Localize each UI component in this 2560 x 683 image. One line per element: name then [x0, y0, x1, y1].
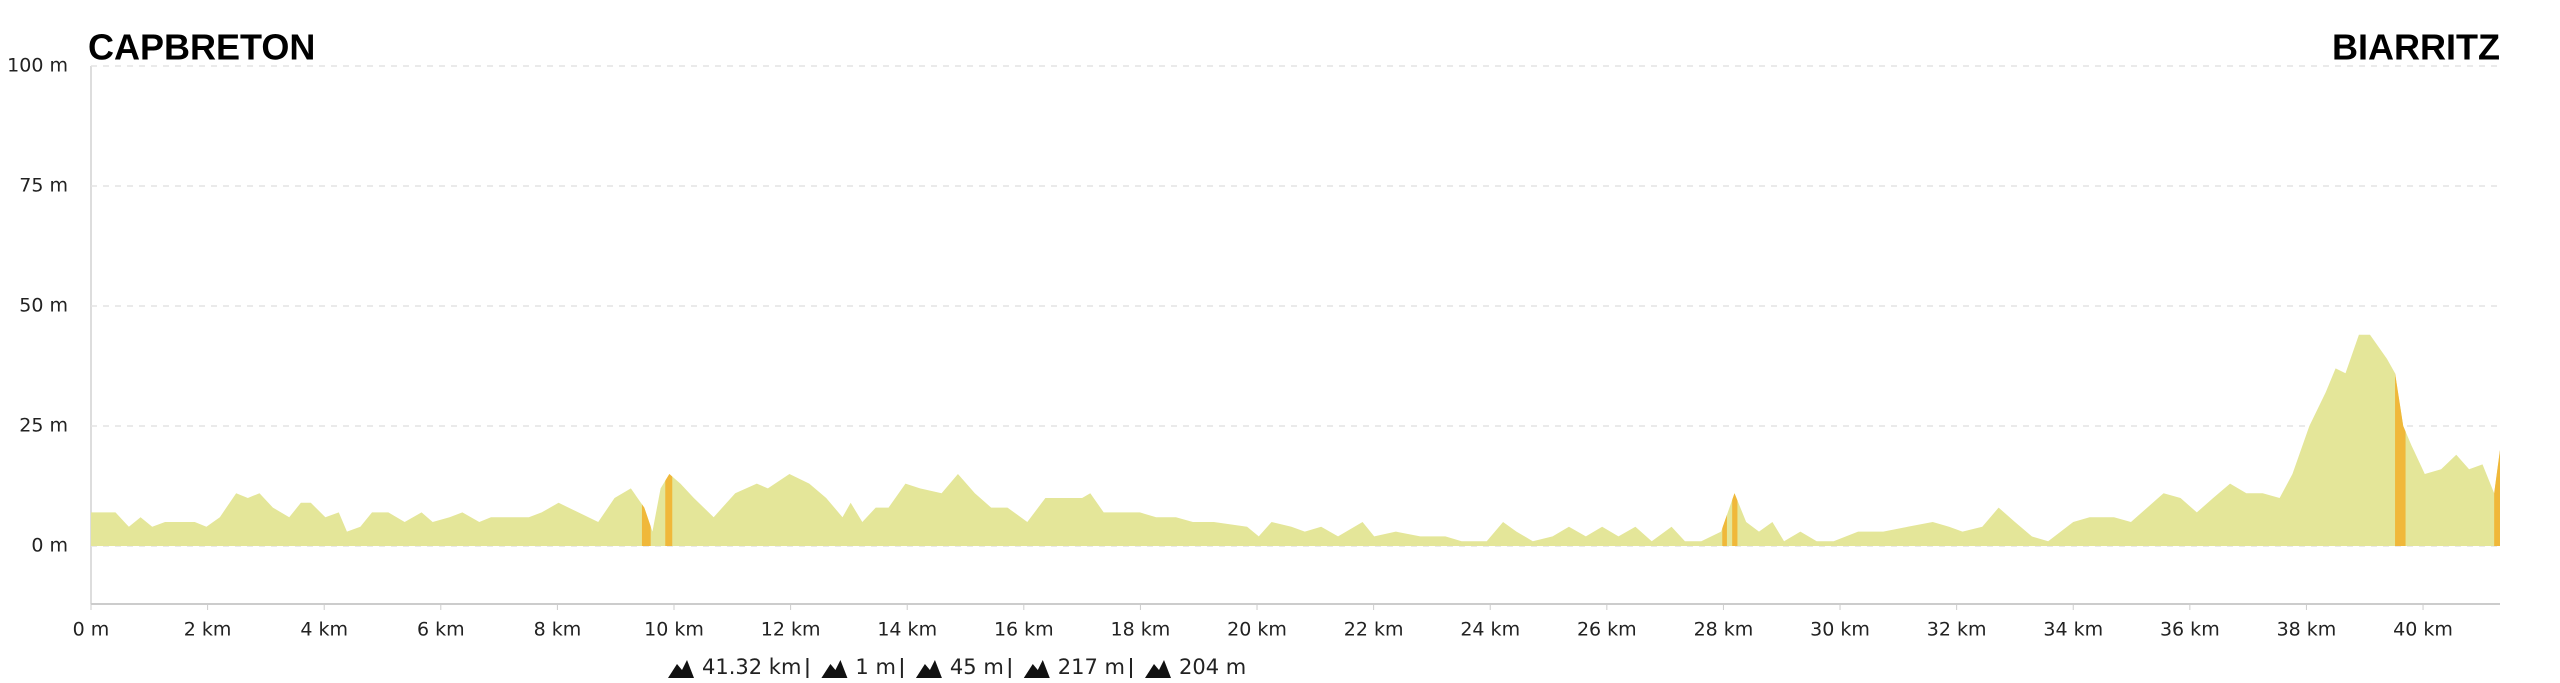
x-tick-label: 0 m — [73, 619, 110, 641]
x-tick-label: 12 km — [761, 619, 821, 641]
y-tick-label: 75 m — [19, 175, 68, 197]
stat-icon-shape — [821, 660, 848, 678]
stat-icon — [1145, 660, 1171, 678]
x-tick-label: 38 km — [2277, 619, 2337, 641]
y-tick-label: 50 m — [19, 295, 68, 317]
x-tick-label: 10 km — [644, 619, 704, 641]
x-tick-label: 6 km — [417, 619, 465, 641]
x-tick-label: 40 km — [2393, 619, 2453, 641]
stat-icon — [821, 660, 848, 678]
x-tick-label: 24 km — [1460, 619, 1520, 641]
stat-icon-shape — [1023, 660, 1050, 678]
x-tick-label: 28 km — [1694, 619, 1754, 641]
x-tick-label: 20 km — [1227, 619, 1287, 641]
x-tick-label: 8 km — [534, 619, 582, 641]
y-tick-label: 100 m — [7, 55, 68, 77]
x-tick-label: 18 km — [1111, 619, 1171, 641]
stat-icon — [1023, 660, 1050, 678]
x-tick-label: 2 km — [184, 619, 232, 641]
steep-segment — [2395, 334, 2406, 546]
stat-value: 41.32 km — [702, 655, 801, 679]
start-label: CAPBRETON — [88, 27, 315, 68]
x-tick-label: 34 km — [2043, 619, 2103, 641]
x-tick-label: 36 km — [2160, 619, 2220, 641]
stat-icon — [915, 660, 942, 678]
x-tick-label: 14 km — [877, 619, 937, 641]
x-tick-label: 26 km — [1577, 619, 1637, 641]
stat-value: 217 m — [1058, 655, 1125, 679]
stat-icon-shape — [668, 660, 694, 678]
stat-icon — [668, 660, 694, 678]
stat-value: 204 m — [1179, 655, 1246, 679]
x-tick-label: 16 km — [994, 619, 1054, 641]
stat-value: 45 m — [950, 655, 1004, 679]
stat-icon-shape — [1145, 660, 1171, 678]
x-tick-label: 32 km — [1927, 619, 1987, 641]
y-tick-label: 25 m — [19, 415, 68, 437]
x-tick-label: 22 km — [1344, 619, 1404, 641]
elevation-area — [91, 334, 2500, 546]
stat-value: 1 m — [855, 655, 896, 679]
stat-icon-shape — [915, 660, 942, 678]
x-tick-label: 4 km — [300, 619, 348, 641]
y-tick-label: 0 m — [31, 535, 68, 557]
x-tick-label: 30 km — [1810, 619, 1870, 641]
end-label: BIARRITZ — [2332, 27, 2500, 68]
